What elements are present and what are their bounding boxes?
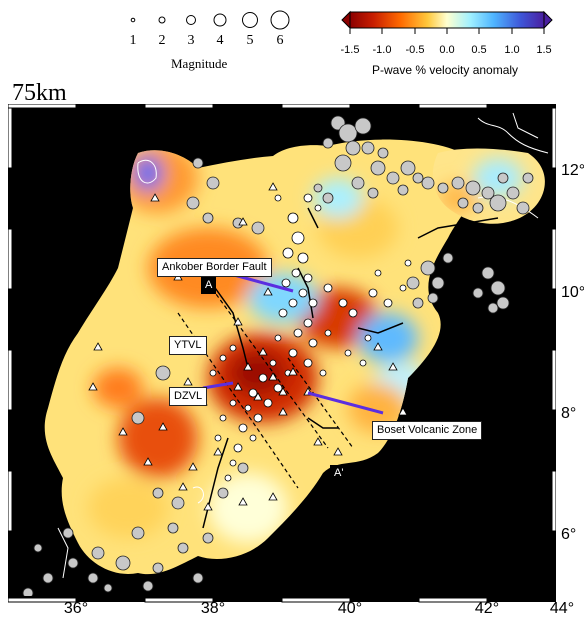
depth-label: 75km <box>12 80 67 106</box>
cb-tick-7: 1.5 <box>536 44 552 56</box>
cb-tick-5: 0.5 <box>471 44 487 56</box>
mag-2-symbol <box>158 16 166 24</box>
lon-label-36: 36° <box>63 600 89 617</box>
ankober-border-fault-label: Ankober Border Fault <box>157 258 272 277</box>
lon-label-42: 42° <box>474 600 500 617</box>
colorbar-title: P-wave % velocity anomaly <box>372 63 519 77</box>
dzvl-label: DZVL <box>169 387 208 406</box>
ytvl-label: YTVL <box>169 336 207 355</box>
mag-1-symbol <box>130 17 136 23</box>
cb-tick-2: -1.0 <box>372 44 392 56</box>
lon-label-40: 40° <box>337 600 363 617</box>
magnitude-legend-symbols <box>130 10 290 30</box>
lat-label-8: 8° <box>561 405 577 422</box>
cb-tick-4: 0.0 <box>439 44 455 56</box>
profile-a-label: A <box>201 277 217 294</box>
mag-label-4: 4 <box>216 33 224 48</box>
mag-5-symbol <box>242 12 258 28</box>
mag-label-6: 6 <box>276 33 284 48</box>
lon-label-44: 44° <box>549 600 575 617</box>
boset-volcanic-zone-label: Boset Volcanic Zone <box>372 421 483 440</box>
mag-label-5: 5 <box>246 33 254 48</box>
mag-label-3: 3 <box>187 33 195 48</box>
lat-label-6: 6° <box>561 526 577 543</box>
cb-tick-6: 1.0 <box>504 44 520 56</box>
mag-label-2: 2 <box>158 33 166 48</box>
map-frame-ticks <box>8 104 556 603</box>
lon-label-38: 38° <box>200 600 226 617</box>
mag-3-symbol <box>186 15 196 25</box>
lat-label-10: 10° <box>561 284 584 301</box>
cb-tick-3: -0.5 <box>405 44 425 56</box>
mag-label-1: 1 <box>129 33 137 48</box>
cb-tick-1: -1.5 <box>340 44 360 56</box>
mag-4-symbol <box>213 13 227 27</box>
mag-6-symbol <box>270 10 290 30</box>
magnitude-title: Magnitude <box>171 56 228 71</box>
profile-a-prime-label: A' <box>330 465 348 482</box>
lat-label-12: 12° <box>561 162 584 179</box>
velocity-colorbar <box>341 10 553 34</box>
tomography-map <box>8 108 556 598</box>
